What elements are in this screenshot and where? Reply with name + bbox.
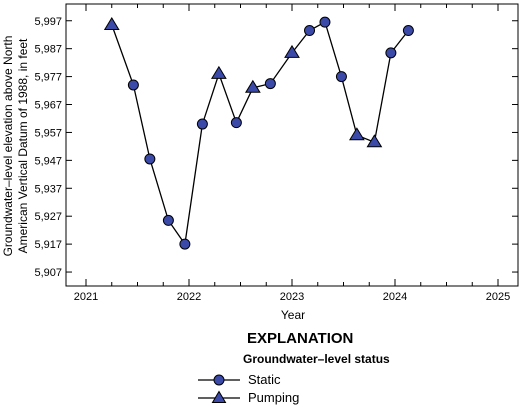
data-point-static <box>179 238 191 250</box>
y-tick-label: 5,917 <box>34 239 62 251</box>
data-point-static <box>385 47 397 59</box>
y-axis-title: Groundwater–level elevation above North … <box>1 36 30 257</box>
y-axis-title-line-1: Groundwater–level elevation above North <box>1 36 15 257</box>
data-point-pumping <box>244 79 261 93</box>
y-tick-label: 5,977 <box>34 72 62 84</box>
series-line <box>111 21 409 246</box>
legend-item-pumping: Pumping <box>196 389 396 407</box>
y-tick-label: 5,907 <box>34 267 62 279</box>
x-tick-label: 2022 <box>177 291 201 303</box>
y-tick-label: 5,957 <box>34 127 62 139</box>
y-tick-label: 5,937 <box>34 183 62 195</box>
data-point-static <box>127 79 139 91</box>
plot-layer: 5,907 5,917 5,927 5,937 5,947 5,957 5,967 5,977… <box>34 3 519 303</box>
data-point-static <box>144 153 156 165</box>
x-tick-label: 2025 <box>486 291 510 303</box>
data-point-static <box>402 25 414 37</box>
legend-item-static: Static <box>196 371 396 389</box>
legend-subheading: Groundwater–level status <box>243 352 390 366</box>
data-point-pumping <box>103 16 120 30</box>
x-axis-title: Year <box>281 308 305 322</box>
x-tick-label: 2021 <box>74 291 98 303</box>
x-tick-label: 2024 <box>383 291 407 303</box>
legend-label-pumping: Pumping <box>248 390 300 405</box>
data-point-pumping <box>284 44 300 58</box>
data-point-static <box>319 16 331 28</box>
data-point-static <box>162 214 174 226</box>
data-point-pumping <box>366 134 383 148</box>
legend-label-static: Static <box>248 372 281 387</box>
triangle-marker-icon <box>198 390 240 403</box>
data-point-static <box>230 117 242 129</box>
x-tick-label: 2023 <box>280 291 304 303</box>
y-tick-label: 5,997 <box>34 16 62 28</box>
data-point-pumping <box>210 65 227 79</box>
y-tick-label: 5,927 <box>34 211 62 223</box>
y-axis-title-line-2: American Vertical Datum of 1988, in feet <box>16 38 30 253</box>
legend-heading: EXPLANATION <box>247 330 354 347</box>
legend: EXPLANATION Groundwater–level status Sta… <box>0 330 523 406</box>
y-tick-label: 5,967 <box>34 100 62 112</box>
circle-marker-icon <box>198 374 240 386</box>
data-point-static <box>335 71 347 83</box>
y-tick-label: 5,947 <box>34 155 62 167</box>
data-point-static <box>304 25 316 37</box>
data-point-pumping <box>349 127 365 141</box>
data-point-static <box>264 78 276 90</box>
groundwater-chart: Groundwater–level elevation above North … <box>1 3 519 322</box>
data-point-static <box>196 118 208 130</box>
y-tick-label: 5,987 <box>34 44 62 56</box>
